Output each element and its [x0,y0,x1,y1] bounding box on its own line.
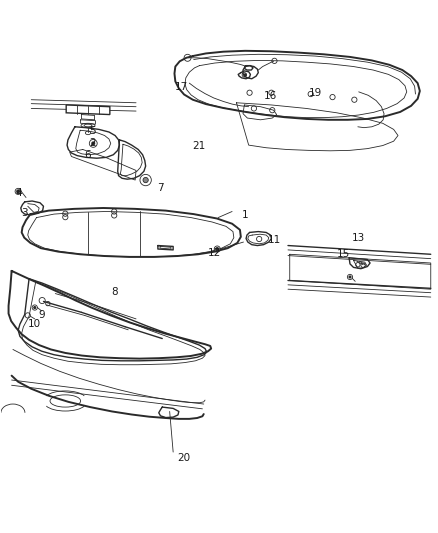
Text: 7: 7 [157,183,163,193]
Text: 16: 16 [264,91,277,101]
Text: 21: 21 [193,141,206,151]
Circle shape [244,74,246,76]
Circle shape [349,276,351,278]
Text: 9: 9 [39,310,46,320]
Text: 19: 19 [308,88,321,98]
Text: 6: 6 [85,150,92,160]
Circle shape [216,248,219,251]
Text: 2: 2 [89,139,95,148]
Text: 8: 8 [111,287,117,297]
Polygon shape [66,105,110,115]
Text: 10: 10 [27,319,40,329]
Text: 11: 11 [268,235,282,245]
Text: 3: 3 [21,208,28,218]
Text: 17: 17 [175,83,188,93]
Text: 15: 15 [337,249,350,259]
Text: 13: 13 [352,233,365,243]
Text: 4: 4 [16,188,22,198]
Circle shape [34,306,35,309]
Text: 5: 5 [89,126,95,136]
Circle shape [17,190,19,193]
Text: 12: 12 [208,248,221,259]
Text: 20: 20 [177,453,191,463]
Text: 1: 1 [242,210,248,220]
Circle shape [143,177,148,183]
Circle shape [92,142,95,144]
